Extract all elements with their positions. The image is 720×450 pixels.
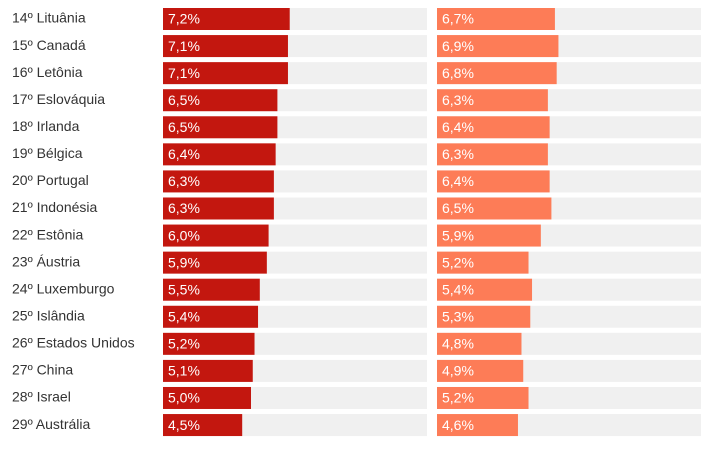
value-label: 5,2% bbox=[442, 390, 474, 406]
row-label: 19º Bélgica bbox=[12, 145, 83, 161]
value-label: 7,1% bbox=[168, 65, 200, 81]
value-label: 5,9% bbox=[168, 254, 200, 270]
value-label: 5,1% bbox=[168, 363, 200, 379]
bar bbox=[437, 332, 522, 355]
row-label: 28º Israel bbox=[12, 389, 71, 405]
value-label: 5,4% bbox=[168, 308, 200, 324]
value-label: 4,9% bbox=[442, 363, 474, 379]
row-label: 21º Indonésia bbox=[12, 199, 98, 215]
row-label: 16º Letônia bbox=[12, 64, 83, 80]
bar bbox=[437, 143, 548, 166]
bar bbox=[437, 170, 550, 193]
bar bbox=[163, 278, 260, 301]
bar bbox=[437, 251, 529, 274]
bar bbox=[437, 8, 555, 30]
row-label: 15º Canadá bbox=[12, 37, 86, 53]
bar bbox=[437, 414, 518, 437]
value-label: 7,1% bbox=[168, 38, 200, 54]
bar bbox=[437, 224, 541, 247]
value-label: 5,5% bbox=[168, 281, 200, 297]
value-label: 6,5% bbox=[168, 119, 200, 135]
value-label: 5,2% bbox=[168, 336, 200, 352]
value-label: 6,3% bbox=[168, 173, 200, 189]
bar bbox=[163, 62, 288, 85]
bar bbox=[163, 359, 253, 382]
value-label: 6,9% bbox=[442, 38, 474, 54]
value-label: 4,5% bbox=[168, 417, 200, 433]
value-label: 6,0% bbox=[168, 227, 200, 243]
row-label: 22º Estônia bbox=[12, 226, 83, 242]
bar bbox=[437, 197, 552, 220]
bar bbox=[163, 35, 288, 58]
value-label: 4,6% bbox=[442, 417, 474, 433]
row-label: 17º Eslováquia bbox=[12, 91, 105, 107]
bar bbox=[163, 224, 269, 247]
row-label: 14º Lituânia bbox=[12, 10, 86, 26]
value-label: 6,4% bbox=[442, 173, 474, 189]
value-label: 6,4% bbox=[442, 119, 474, 135]
bar bbox=[163, 89, 278, 112]
bar bbox=[437, 35, 559, 58]
bar bbox=[163, 170, 274, 193]
bar bbox=[163, 116, 278, 139]
row-label: 25º Islândia bbox=[12, 307, 85, 323]
value-label: 5,2% bbox=[442, 254, 474, 270]
value-label: 5,0% bbox=[168, 390, 200, 406]
bar bbox=[437, 116, 550, 139]
value-label: 6,3% bbox=[442, 92, 474, 108]
value-label: 5,9% bbox=[442, 227, 474, 243]
value-label: 6,3% bbox=[168, 200, 200, 216]
value-label: 4,8% bbox=[442, 336, 474, 352]
row-label: 24º Luxemburgo bbox=[12, 280, 115, 296]
bar bbox=[163, 8, 290, 30]
value-label: 6,4% bbox=[168, 146, 200, 162]
bar bbox=[437, 386, 529, 409]
bar bbox=[163, 386, 251, 409]
value-label: 6,7% bbox=[442, 11, 474, 27]
bar bbox=[437, 278, 533, 301]
row-label: 27º China bbox=[12, 362, 73, 378]
value-label: 6,3% bbox=[442, 146, 474, 162]
bar bbox=[437, 305, 531, 328]
row-label: 20º Portugal bbox=[12, 172, 89, 188]
row-label: 23º Áustria bbox=[12, 253, 80, 269]
value-label: 5,3% bbox=[442, 308, 474, 324]
bar bbox=[163, 251, 267, 274]
value-label: 6,8% bbox=[442, 65, 474, 81]
row-label: 29º Austrália bbox=[12, 416, 90, 432]
bar bbox=[163, 332, 255, 355]
value-label: 6,5% bbox=[442, 200, 474, 216]
value-label: 6,5% bbox=[168, 92, 200, 108]
bar bbox=[163, 143, 276, 166]
bar bbox=[163, 414, 243, 437]
row-label: 18º Irlanda bbox=[12, 118, 80, 134]
bar bbox=[163, 197, 274, 220]
bar bbox=[437, 62, 557, 85]
bar bbox=[437, 89, 548, 112]
bar bbox=[437, 359, 524, 382]
row-label: 26º Estados Unidos bbox=[12, 335, 135, 351]
value-label: 7,2% bbox=[168, 11, 200, 27]
bar bbox=[163, 305, 259, 328]
value-label: 5,4% bbox=[442, 281, 474, 297]
